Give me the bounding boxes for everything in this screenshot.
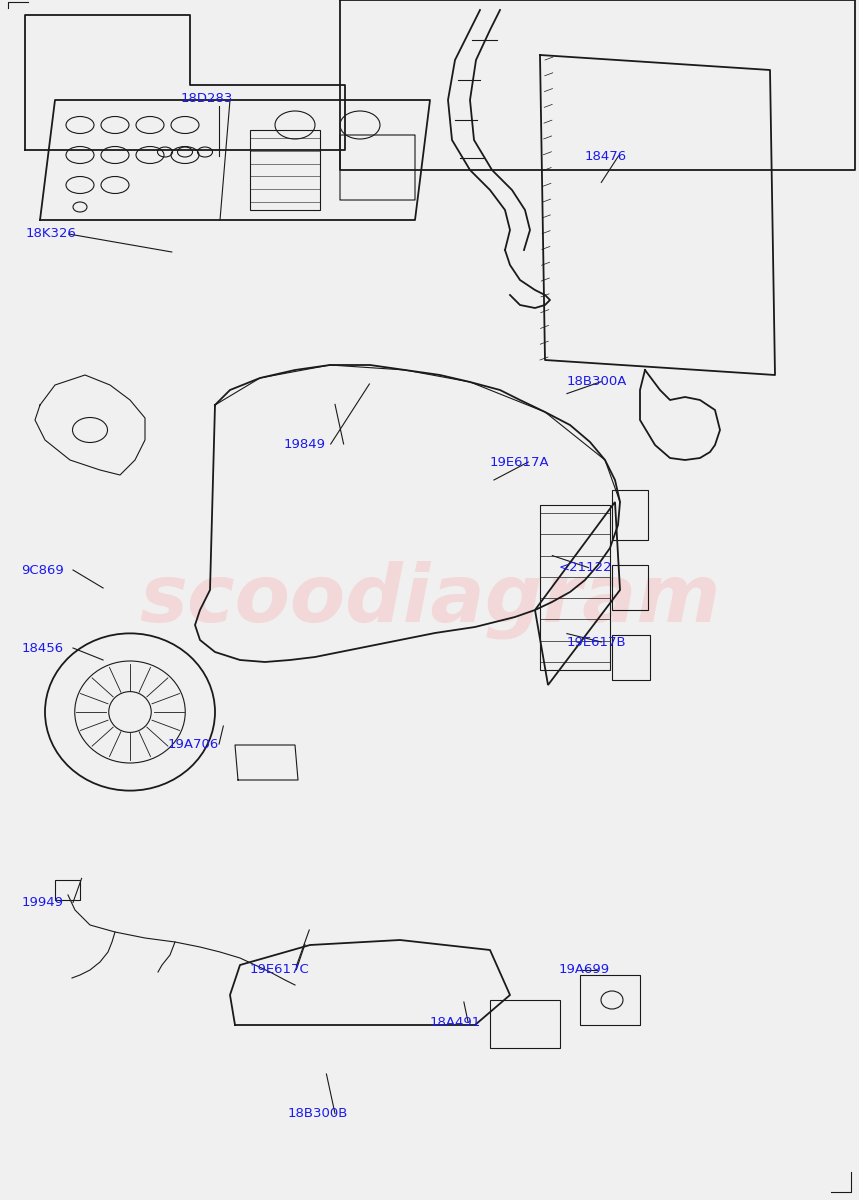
Text: 19849: 19849 <box>283 438 326 450</box>
Text: 18B300A: 18B300A <box>567 376 627 388</box>
Text: 18K326: 18K326 <box>26 228 76 240</box>
Text: 19949: 19949 <box>21 896 64 908</box>
Text: 18D283: 18D283 <box>180 92 233 104</box>
Text: 19A699: 19A699 <box>558 964 610 976</box>
Text: 9C869: 9C869 <box>21 564 64 576</box>
Text: 19E617A: 19E617A <box>490 456 549 468</box>
Text: scoodiagram: scoodiagram <box>139 560 720 640</box>
Text: 19A706: 19A706 <box>168 738 219 750</box>
Text: 18B300B: 18B300B <box>288 1108 348 1120</box>
Text: 18A491: 18A491 <box>430 1016 481 1028</box>
Text: 19E617C: 19E617C <box>249 964 309 976</box>
Text: 18476: 18476 <box>584 150 626 162</box>
Text: 19E617B: 19E617B <box>567 636 626 648</box>
Text: <21122: <21122 <box>558 562 612 574</box>
Text: 18456: 18456 <box>21 642 64 654</box>
